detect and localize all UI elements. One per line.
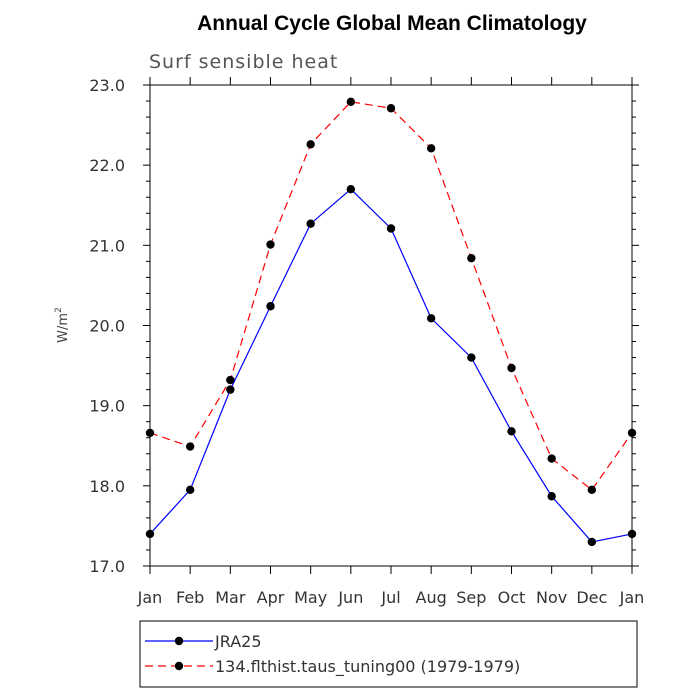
x-tick-label: Jul — [380, 588, 400, 607]
x-tick-label: Oct — [498, 588, 526, 607]
x-tick-label: Jan — [619, 588, 645, 607]
series-line-1 — [149, 101, 633, 491]
series-0-point — [226, 385, 235, 394]
y-tick-label: 17.0 — [89, 557, 125, 576]
x-tick-labels: Jan Feb Mar Apr May Jun Jul Aug Sep Oct Nov Dec Jan — [137, 588, 645, 607]
series-1-point — [145, 428, 155, 438]
y-tick-label: 21.0 — [89, 236, 125, 255]
series-1-point — [627, 428, 637, 438]
y-tick-label: 18.0 — [89, 477, 125, 496]
series-1-point — [467, 253, 476, 263]
y-tick-labels: 17.0 18.0 19.0 20.0 21.0 22.0 23.0 — [89, 76, 125, 576]
series-0-point — [587, 537, 597, 547]
legend-marker-1 — [174, 661, 184, 671]
y-axis-label-text: W/m — [56, 313, 71, 343]
series-points — [145, 97, 637, 547]
legend-label-0: JRA25 — [214, 632, 262, 651]
minor-ticks — [146, 100, 636, 551]
series-1-point — [185, 442, 195, 451]
y-tick-label: 19.0 — [89, 397, 125, 416]
series-0-point — [627, 529, 637, 539]
series-0-point — [467, 353, 476, 362]
series-0-point — [386, 224, 396, 233]
legend-label-1: 134.flthist.taus_tuning00 (1979-1979) — [215, 657, 520, 677]
series-0-point — [346, 185, 356, 194]
y-tick-label: 22.0 — [89, 156, 125, 175]
chart-subtitle: Surf sensible heat — [149, 51, 338, 73]
y-tick-label: 23.0 — [89, 76, 125, 95]
series-0-point — [145, 529, 155, 539]
x-tick-label: Apr — [257, 588, 285, 607]
y-axis-label-superscript: 2 — [54, 307, 64, 313]
x-tick-label: May — [294, 588, 327, 607]
series-1-point — [386, 104, 396, 113]
series-0-point — [547, 492, 556, 501]
plot-frame — [149, 84, 633, 567]
series-1-point — [346, 97, 356, 107]
legend-marker-0 — [174, 636, 184, 646]
series-1-point — [306, 140, 315, 149]
series-1-point — [587, 485, 597, 495]
series-0-point — [185, 485, 195, 495]
series-1-point — [547, 454, 556, 463]
series-0-point — [266, 302, 275, 311]
x-tick-label: Nov — [536, 588, 567, 607]
series-0-point — [306, 219, 315, 228]
y-axis-label: W/m2 — [54, 307, 71, 343]
x-tick-label: Feb — [176, 588, 204, 607]
svg-text:W/m2: W/m2 — [54, 307, 71, 343]
x-tick-label: Sep — [456, 588, 486, 607]
chart-title: Annual Cycle Global Mean Climatology — [197, 12, 587, 35]
x-tick-label: Dec — [576, 588, 607, 607]
series-0-point — [507, 427, 516, 436]
legend: JRA25 134.flthist.taus_tuning00 (1979-197… — [145, 632, 520, 677]
major-ticks — [143, 77, 639, 574]
series-1-point — [426, 144, 436, 153]
x-tick-label: Jan — [137, 588, 163, 607]
x-tick-label: Jun — [337, 588, 363, 607]
x-tick-label: Mar — [215, 588, 246, 607]
series-1-point — [226, 375, 235, 385]
series-line-0 — [149, 188, 633, 543]
y-tick-label: 20.0 — [89, 317, 125, 336]
series-lines — [149, 101, 633, 543]
legend-box — [139, 620, 638, 688]
series-0-point — [426, 314, 436, 323]
series-1-point — [266, 240, 275, 249]
series-1-point — [507, 363, 516, 373]
x-tick-label: Aug — [416, 588, 447, 607]
